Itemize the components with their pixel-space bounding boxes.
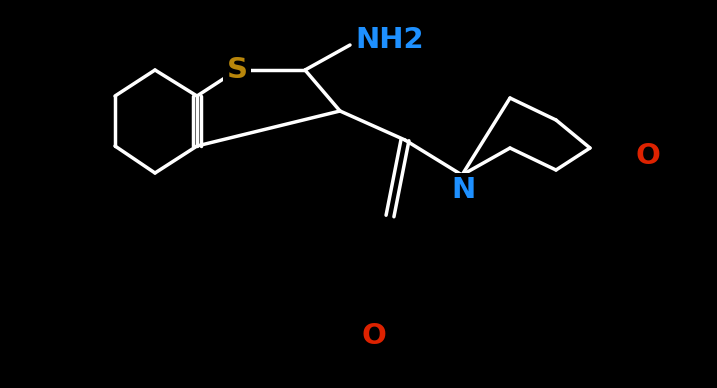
Text: NH2: NH2 [356, 26, 424, 54]
Text: N: N [452, 176, 476, 204]
Text: O: O [361, 322, 386, 350]
Text: O: O [635, 142, 660, 170]
Text: S: S [227, 56, 247, 84]
